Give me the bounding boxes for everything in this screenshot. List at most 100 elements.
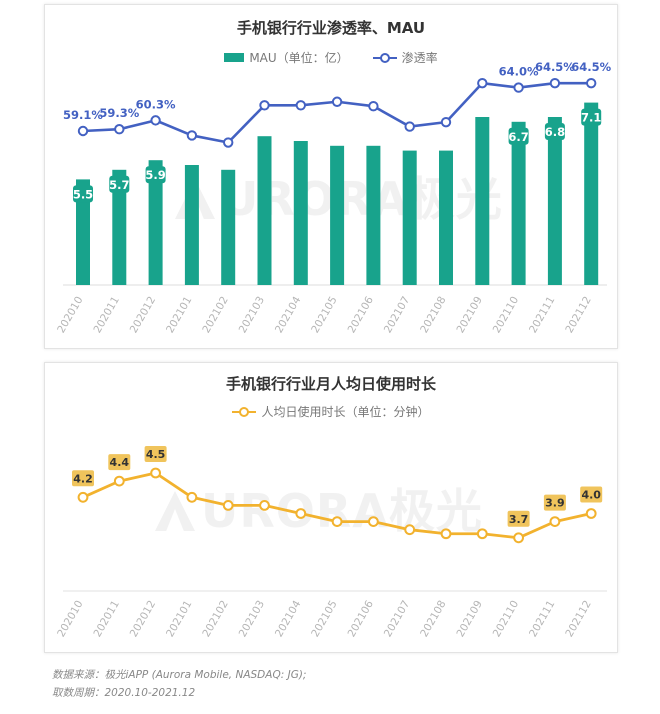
rate-point-202104 — [295, 100, 307, 111]
chart1-plot: 5.55.75.96.7 6.87.159.1%59.3%60.3%64.0%64… — [55, 60, 611, 336]
duration-point-202109 — [476, 528, 488, 540]
mau-bar-202102 — [221, 169, 236, 285]
rate-point-202110 — [513, 82, 524, 93]
chart1-title: 手机银行行业渗透率、MAU — [236, 19, 426, 37]
chart1-tick-202101: 202101 — [164, 295, 194, 336]
chart1-tick-202011: 202011 — [91, 295, 121, 336]
mau-label-bg-202010 — [73, 185, 93, 203]
duration-point-202111 — [549, 516, 561, 528]
chart1-tick-202104: 202104 — [273, 294, 304, 335]
mau-bar-202010 — [76, 179, 90, 285]
mau-bar-202108 — [439, 150, 453, 285]
chart2-tick-202112: 202112 — [563, 599, 593, 640]
duration-point-202103 — [259, 500, 270, 511]
duration-point-202107 — [404, 524, 416, 536]
chart1-tick-202110: 202110 — [491, 294, 521, 335]
rate-label-202110: 64.0% — [499, 65, 539, 79]
mau-bar-202112 — [584, 102, 599, 285]
duration-label-202110: 3.7 — [509, 513, 528, 526]
duration-line — [82, 471, 592, 540]
duration-chart: 手机银行行业月人均日使用时长 人均日使用时长（单位：分钟） URORA极光 4.… — [44, 362, 618, 653]
rate-point-202101 — [186, 130, 198, 141]
chart1-legend: MAU（单位：亿） 渗透率 — [45, 49, 617, 66]
chart2-tick-202111: 202111 — [527, 599, 557, 640]
mau-label-bg-202110 — [508, 127, 529, 145]
duration-point-202108 — [440, 528, 452, 540]
chart1-tick-202107: 202107 — [382, 295, 412, 336]
mau-bar-202106 — [366, 145, 381, 285]
duration-point-202106 — [368, 516, 379, 528]
rate-label-202012: 60.3% — [136, 97, 176, 111]
chart2-legend: 人均日使用时长（单位：分钟） — [45, 403, 617, 420]
legend-mau: MAU（单位：亿） — [224, 49, 349, 66]
mau-label-202111: 6.8 — [545, 125, 565, 139]
duration-point-202105 — [331, 516, 343, 528]
mau-bar-202107 — [402, 150, 417, 285]
mau-bar-202104 — [293, 141, 308, 285]
chart2-tick-202102: 202102 — [200, 599, 230, 640]
mau-label-202112: 7.1 — [581, 111, 601, 125]
duration-point-202104 — [295, 508, 307, 519]
mau-bar-202103 — [257, 136, 272, 285]
mau-bar-202012 — [148, 160, 163, 285]
chart2-tick-202104: 202104 — [273, 598, 304, 639]
legend-rate-label: 渗透率 — [401, 51, 438, 65]
duration-point-202110 — [513, 532, 525, 544]
duration-label-bg-202111 — [543, 494, 566, 511]
chart2-tick-202110: 202110 — [491, 599, 521, 640]
duration-label-202010: 4.2 — [73, 472, 93, 485]
chart1-tick-202102: 202102 — [200, 295, 230, 336]
source-note: 数据来源：极光iAPP (Aurora Mobile, NASDAQ: JG);… — [52, 666, 306, 702]
mau-label-bg-202111 — [544, 123, 565, 140]
legend-duration-swatch — [232, 406, 257, 418]
duration-point-202011 — [113, 475, 125, 487]
period-line: 取数周期：2020.10-2021.12 — [52, 687, 196, 699]
mau-bar-202109 — [475, 117, 490, 285]
rate-point-202012 — [150, 115, 161, 126]
rate-point-202102 — [223, 137, 234, 148]
legend-rate-swatch — [372, 52, 397, 64]
rate-point-202112 — [586, 77, 597, 89]
mau-label-bg-202011 — [109, 175, 130, 193]
rate-point-202106 — [368, 100, 379, 112]
mau-label-bg-202012 — [145, 166, 166, 184]
chart2-tick-202106: 202106 — [346, 598, 377, 639]
duration-label-bg-202112 — [580, 486, 603, 503]
chart1-tick-202105: 202105 — [309, 295, 339, 336]
chart1-tick-202010: 202010 — [55, 295, 85, 336]
mau-penetration-chart: 手机银行行业渗透率、MAU MAU（单位：亿） 渗透率 URORA极光 5.5 5… — [44, 4, 618, 349]
mau-bar-202111 — [547, 117, 562, 285]
rate-point-202010 — [77, 125, 89, 137]
mau-bar-202101 — [184, 165, 199, 285]
mau-label-202110: 6.7 — [508, 130, 528, 144]
chart2-tick-202105: 202105 — [309, 599, 339, 640]
mau-bar-202105 — [330, 145, 345, 285]
duration-label-bg-202011 — [108, 454, 131, 471]
rate-label-202111: 64.5% — [535, 60, 575, 74]
chart2-tick-202010: 202010 — [55, 599, 85, 640]
duration-label-bg-202110 — [507, 510, 530, 527]
chart2-tick-202011: 202011 — [91, 599, 121, 640]
duration-point-202102 — [222, 500, 234, 511]
chart1-tick-202108: 202108 — [418, 295, 448, 336]
chart1-tick-202111: 202111 — [527, 295, 557, 336]
duration-point-202010 — [77, 491, 89, 503]
legend-duration: 人均日使用时长（单位：分钟） — [232, 403, 430, 420]
legend-rate: 渗透率 — [372, 49, 438, 66]
chart1-tick-202012: 202012 — [128, 295, 158, 336]
chart1-tick-202112: 202112 — [563, 295, 593, 336]
duration-label-202012: 4.5 — [146, 448, 166, 461]
duration-label-202111: 3.9 — [545, 497, 565, 510]
chart1-tick-202103: 202103 — [237, 295, 267, 336]
chart2-tick-202107: 202107 — [382, 599, 412, 640]
duration-label-202011: 4.4 — [110, 456, 130, 469]
chart2-tick-202012: 202012 — [128, 599, 158, 640]
rate-label-202010: 59.1% — [63, 108, 103, 122]
rate-point-202107 — [404, 121, 415, 132]
rate-point-202105 — [331, 96, 343, 107]
source-line: 数据来源：极光iAPP (Aurora Mobile, NASDAQ: JG); — [52, 669, 307, 681]
chart1-tick-202109: 202109 — [454, 295, 484, 336]
mau-bar-202011 — [112, 169, 127, 285]
rate-point-202108 — [440, 116, 452, 128]
